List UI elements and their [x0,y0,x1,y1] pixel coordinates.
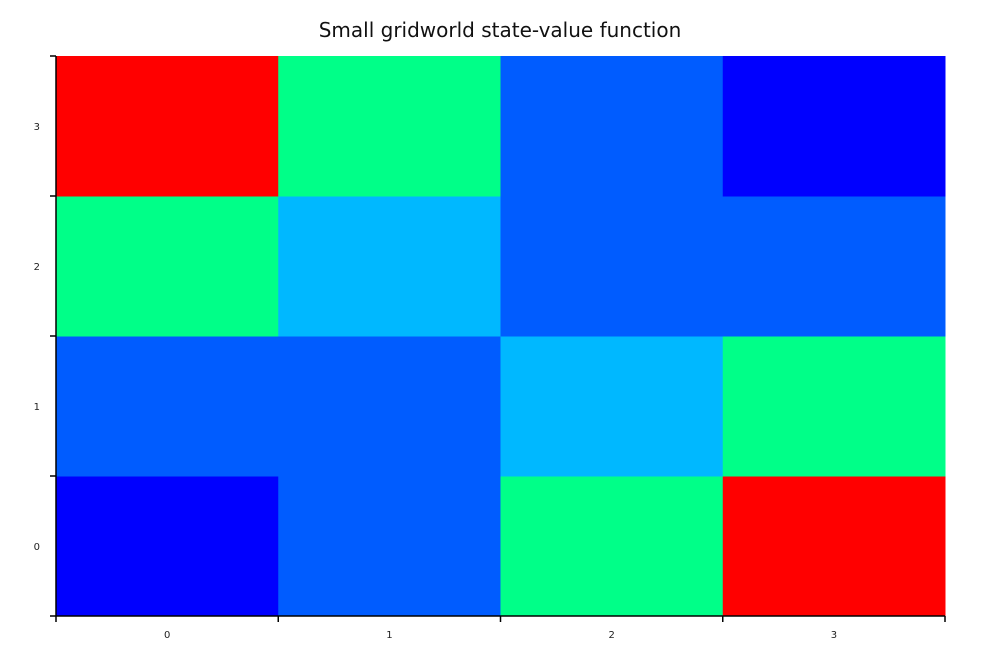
heatmap-cell-x2-y3 [500,56,724,197]
y-tick-label: 3 [34,122,40,133]
y-tick-label: 1 [34,402,40,413]
heatmap-cell-x3-y2 [722,196,946,337]
x-tick-label: 0 [164,630,170,641]
chart-title: Small gridworld state-value function [318,18,682,42]
heatmap-cell-x1-y1 [278,336,501,477]
heatmap-cell-x2-y1 [500,336,724,477]
heatmap-cell-x1-y0 [278,476,501,617]
heatmap-cell-x0-y2 [56,196,279,337]
x-tick-label: 2 [608,630,614,641]
heatmap-cell-x0-y1 [56,336,279,477]
heatmap-cell-x3-y0 [722,476,946,617]
heatmap-cell-x3-y1 [722,336,946,477]
heatmap-cell-x2-y0 [500,476,724,617]
heatmap-cell-x0-y0 [56,476,279,617]
heatmap-cells [56,56,946,617]
x-tick-label: 1 [386,630,392,641]
heatmap-cell-x0-y3 [56,56,279,197]
heatmap-cell-x3-y3 [722,56,946,197]
heatmap-cell-x1-y3 [278,56,501,197]
chart-axes: 0 1 2 3 0 1 2 3 [34,55,946,641]
y-tick-label: 0 [34,542,40,553]
heatmap-cell-x2-y2 [500,196,724,337]
heatmap-cell-x1-y2 [278,196,501,337]
y-tick-label: 2 [34,262,40,273]
x-tick-label: 3 [831,630,837,641]
